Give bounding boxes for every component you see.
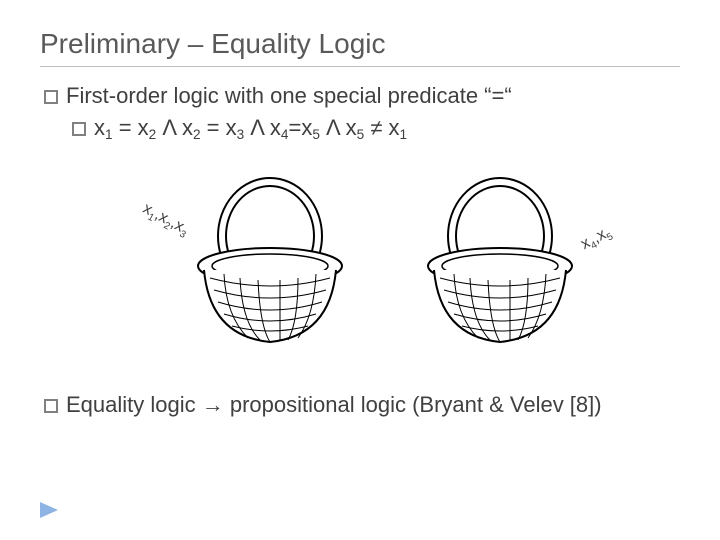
folio-icon (40, 502, 58, 518)
bullet-icon (72, 122, 86, 136)
basket-icon (180, 166, 360, 346)
bullet-icon (44, 399, 58, 413)
baskets-row: x1,x2,x3 (40, 156, 680, 386)
conclusion-text: Equality logic → propositional logic (Br… (66, 392, 602, 417)
bullet-icon (44, 90, 58, 104)
bullet-conclusion: Equality logic → propositional logic (Br… (44, 392, 680, 418)
basket-left (180, 166, 360, 346)
basket-right (410, 166, 590, 346)
slide: Preliminary – Equality Logic First-order… (0, 0, 720, 540)
formula-text: x1 = x2 Λ x2 = x3 Λ x4=x5 Λ x5 ≠ x1 (94, 115, 407, 140)
bullet-formula: x1 = x2 Λ x2 = x3 Λ x4=x5 Λ x5 ≠ x1 (72, 115, 680, 142)
first-order-text: First-order logic with one special predi… (66, 83, 512, 108)
bullet-first-order: First-order logic with one special predi… (44, 83, 680, 109)
slide-title: Preliminary – Equality Logic (40, 28, 680, 67)
basket-icon (410, 166, 590, 346)
